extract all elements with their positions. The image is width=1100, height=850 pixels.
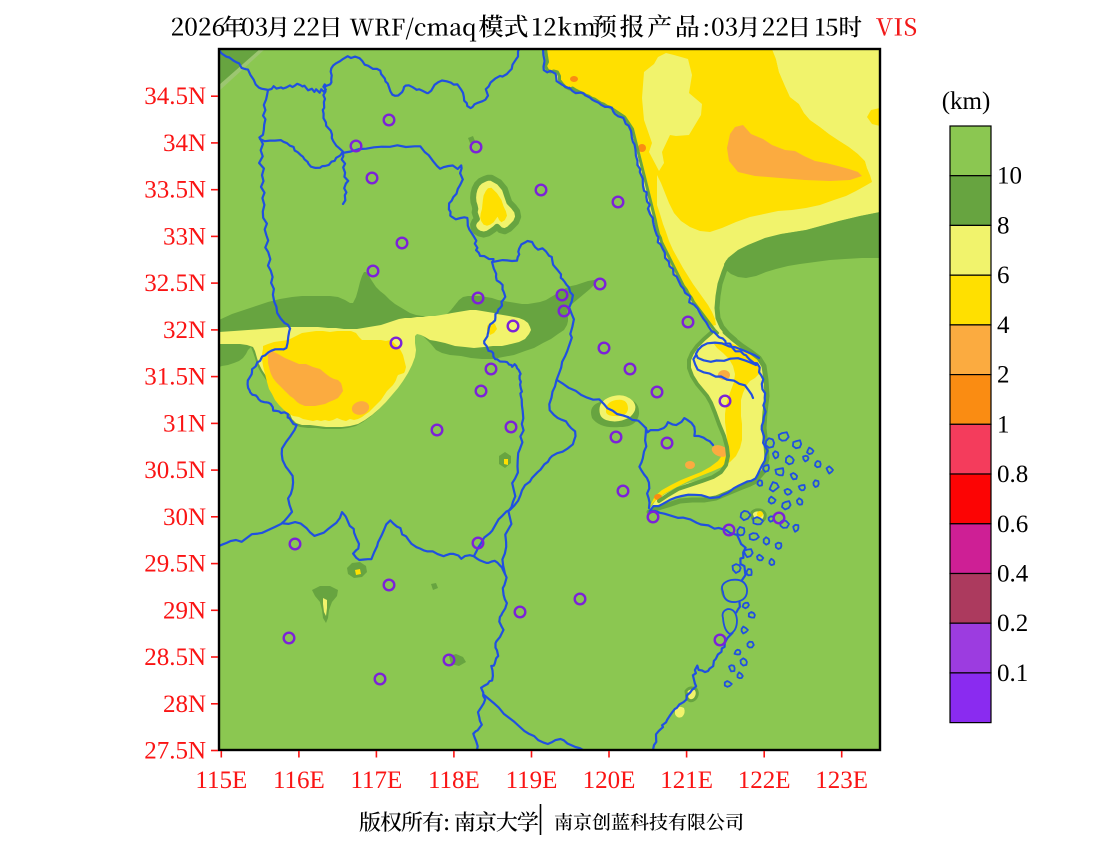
svg-text:120E: 120E (583, 767, 636, 794)
svg-text:116E: 116E (273, 767, 325, 794)
svg-text:8: 8 (997, 212, 1010, 239)
svg-text:27.5N: 27.5N (144, 738, 206, 765)
svg-text:28.5N: 28.5N (144, 644, 206, 671)
svg-text:4: 4 (997, 312, 1010, 339)
svg-text:28N: 28N (163, 691, 206, 718)
svg-text:34N: 34N (163, 130, 206, 157)
svg-text:31N: 31N (163, 410, 206, 437)
svg-text:1: 1 (997, 411, 1010, 438)
svg-text:119E: 119E (506, 767, 558, 794)
svg-text:0.8: 0.8 (997, 461, 1028, 488)
svg-text:122E: 122E (738, 767, 791, 794)
svg-text:31.5N: 31.5N (144, 364, 206, 391)
svg-text:2: 2 (997, 362, 1010, 389)
svg-text:29N: 29N (163, 597, 206, 624)
svg-text:32N: 32N (163, 317, 206, 344)
svg-text:34.5N: 34.5N (144, 83, 206, 110)
svg-text:0.1: 0.1 (997, 660, 1028, 687)
svg-text:6: 6 (997, 262, 1010, 289)
svg-text:0.6: 0.6 (997, 511, 1028, 538)
svg-text:123E: 123E (815, 767, 868, 794)
svg-text:32.5N: 32.5N (144, 270, 206, 297)
svg-text:0.2: 0.2 (997, 610, 1028, 637)
svg-text:33.5N: 33.5N (144, 177, 206, 204)
svg-text:10: 10 (997, 163, 1022, 190)
svg-text:0.4: 0.4 (997, 561, 1029, 588)
svg-text:117E: 117E (350, 767, 402, 794)
svg-text:30.5N: 30.5N (144, 457, 206, 484)
svg-text:(km): (km) (942, 88, 991, 115)
svg-text:29.5N: 29.5N (144, 551, 206, 578)
svg-text:121E: 121E (660, 767, 713, 794)
svg-text:118E: 118E (428, 767, 480, 794)
svg-text:33N: 33N (163, 223, 206, 250)
svg-text:115E: 115E (195, 767, 247, 794)
svg-text:30N: 30N (163, 504, 206, 531)
